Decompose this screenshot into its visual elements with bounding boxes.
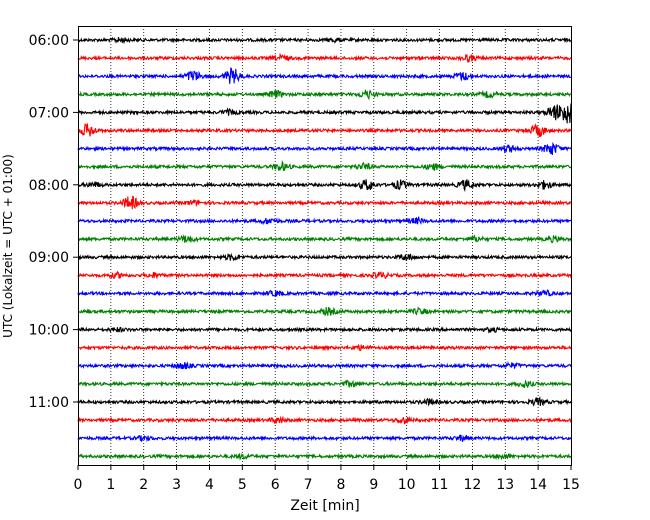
x-axis-title: Zeit [min] [290,498,359,514]
trace-line [77,379,572,389]
trace-line [77,67,572,84]
trace-line [77,452,572,461]
x-tick-label: 9 [369,477,378,493]
x-tick-label: 6 [271,477,280,493]
x-tick-label: 5 [238,477,247,493]
trace-line [77,289,572,297]
trace-line [77,88,572,101]
trace-line [77,361,572,370]
x-tick-label: 11 [431,477,449,493]
y-tick-label: 11:00 [29,395,69,411]
x-tick-label: 4 [205,477,214,493]
x-tick-label: 2 [139,477,148,493]
trace-line [77,52,572,64]
trace-line [77,103,572,124]
x-tick-label: 10 [398,477,416,493]
x-tick-label: 7 [304,477,313,493]
y-tick-label: 07:00 [29,105,69,121]
y-tick-label: 06:00 [29,33,69,49]
x-tick-label: 8 [336,477,345,493]
x-tick-label: 15 [562,477,580,493]
plot-frame [78,26,572,466]
trace-line [77,215,572,226]
x-axis-ticks: 0 1 2 3 4 5 6 7 8 9 10 11 12 13 14 15 [74,465,580,493]
y-tick-label: 10:00 [29,323,69,339]
trace-line [77,343,572,352]
vertical-grid [110,26,539,465]
seismogram-traces [77,36,572,461]
x-tick-label: 1 [106,477,115,493]
trace-line [77,326,572,334]
trace-line [77,434,572,443]
trace-line [77,396,572,407]
y-axis-title: UTC (Lokalzeit = UTC + 01:00) [1,154,15,338]
y-tick-label: 09:00 [29,250,69,266]
trace-line [77,195,572,210]
x-tick-label: 14 [529,477,547,493]
x-tick-label: 13 [496,477,514,493]
trace-line [77,415,572,425]
trace-line [77,179,572,192]
y-tick-label: 08:00 [29,178,69,194]
trace-line [77,160,572,172]
trace-line [77,36,572,45]
y-axis-ticks: 06:00 07:00 08:00 09:00 10:00 11:00 [29,33,78,411]
x-tick-label: 3 [172,477,181,493]
trace-line [77,270,572,280]
trace-line [77,234,572,244]
trace-line [77,252,572,262]
x-tick-label: 0 [74,477,83,493]
trace-line [77,123,572,138]
trace-line [77,306,572,316]
x-tick-label: 12 [463,477,481,493]
trace-line [77,141,572,155]
